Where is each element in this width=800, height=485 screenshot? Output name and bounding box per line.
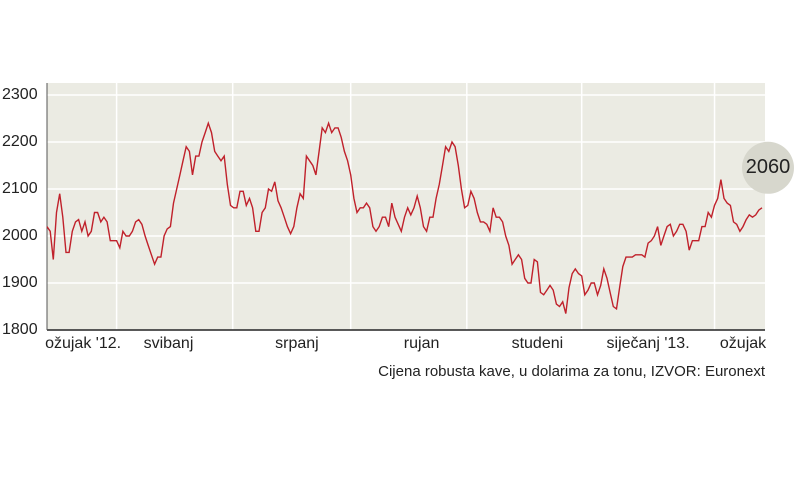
x-tick-label: rujan [404,335,440,352]
x-tick-label: srpanj [275,335,319,352]
x-tick-label: svibanj [144,335,194,352]
y-tick-label: 2300 [2,86,38,103]
plot-background [47,83,765,330]
x-tick-label: siječanj '13. [607,335,690,352]
x-tick-label: studeni [512,335,564,352]
y-tick-label: 2100 [2,180,38,197]
price-line [46,120,763,314]
y-tick-label: 1800 [2,321,38,338]
caption: Cijena robusta kave, u dolarima za tonu,… [378,363,766,380]
x-tick-label: ožujak [720,335,767,352]
end-value-badge [742,141,794,194]
y-tick-label: 2000 [2,227,38,244]
y-tick-label: 1900 [2,274,38,291]
x-tick-label: ožujak '12. [45,335,121,352]
y-tick-label: 2200 [2,133,38,150]
end-value-label: 2060 [746,156,791,178]
